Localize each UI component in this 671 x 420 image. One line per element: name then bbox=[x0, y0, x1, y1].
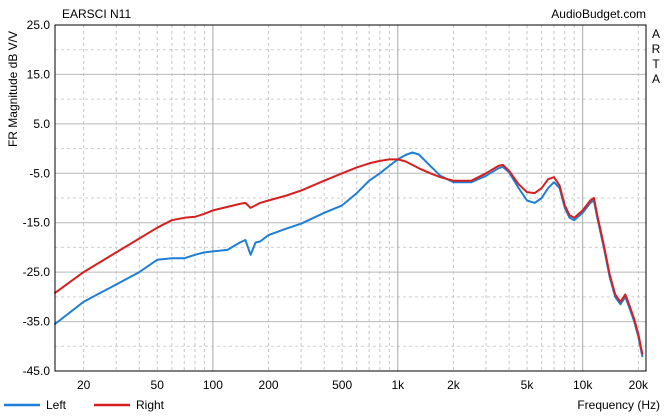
grid-lines bbox=[55, 25, 646, 371]
x-tick-label: 2k bbox=[447, 378, 461, 392]
x-tick-label: 200 bbox=[259, 378, 279, 392]
side-label-letter: A bbox=[652, 27, 660, 41]
x-tick-label: 500 bbox=[332, 378, 352, 392]
x-tick-label: 1k bbox=[391, 378, 405, 392]
x-tick-labels: 20 50 100 200 500 1k 2k 5k 10k 20k bbox=[77, 378, 649, 392]
side-label-letter: A bbox=[652, 72, 660, 86]
y-tick-label: -25.0 bbox=[23, 265, 51, 279]
x-tick-label: 100 bbox=[203, 378, 223, 392]
legend: Left Right bbox=[4, 398, 165, 412]
chart-title: EARSCI N11 bbox=[62, 7, 131, 21]
watermark: AudioBudget.com bbox=[551, 7, 646, 21]
x-tick-label: 50 bbox=[151, 378, 165, 392]
y-tick-label: -15.0 bbox=[23, 216, 51, 230]
x-tick-label: 5k bbox=[521, 378, 535, 392]
legend-label-left: Left bbox=[46, 398, 67, 412]
legend-label-right: Right bbox=[136, 398, 165, 412]
y-tick-label: -45.0 bbox=[23, 364, 51, 378]
side-label-letter: T bbox=[652, 57, 660, 71]
x-tick-label: 10k bbox=[573, 378, 593, 392]
x-axis-label: Frequency (Hz) bbox=[577, 398, 660, 412]
y-tick-label: -5.0 bbox=[29, 166, 50, 180]
series-lines bbox=[54, 151, 644, 358]
plot-area-border bbox=[54, 24, 647, 372]
y-tick-label: 15.0 bbox=[27, 67, 51, 81]
y-tick-label: 5.0 bbox=[33, 117, 50, 131]
y-tick-label: 25.0 bbox=[27, 18, 51, 32]
y-tick-labels: 25.0 15.0 5.0 -5.0 -15.0 -25.0 -35.0 -45.0 bbox=[23, 18, 51, 378]
x-tick-label: 20k bbox=[629, 378, 649, 392]
x-tick-label: 20 bbox=[77, 378, 91, 392]
y-axis-label: FR Magnitude dB V/V bbox=[6, 31, 20, 147]
y-tick-label: -35.0 bbox=[23, 315, 51, 329]
series-line-right bbox=[54, 158, 644, 355]
side-label-letter: R bbox=[652, 42, 661, 56]
